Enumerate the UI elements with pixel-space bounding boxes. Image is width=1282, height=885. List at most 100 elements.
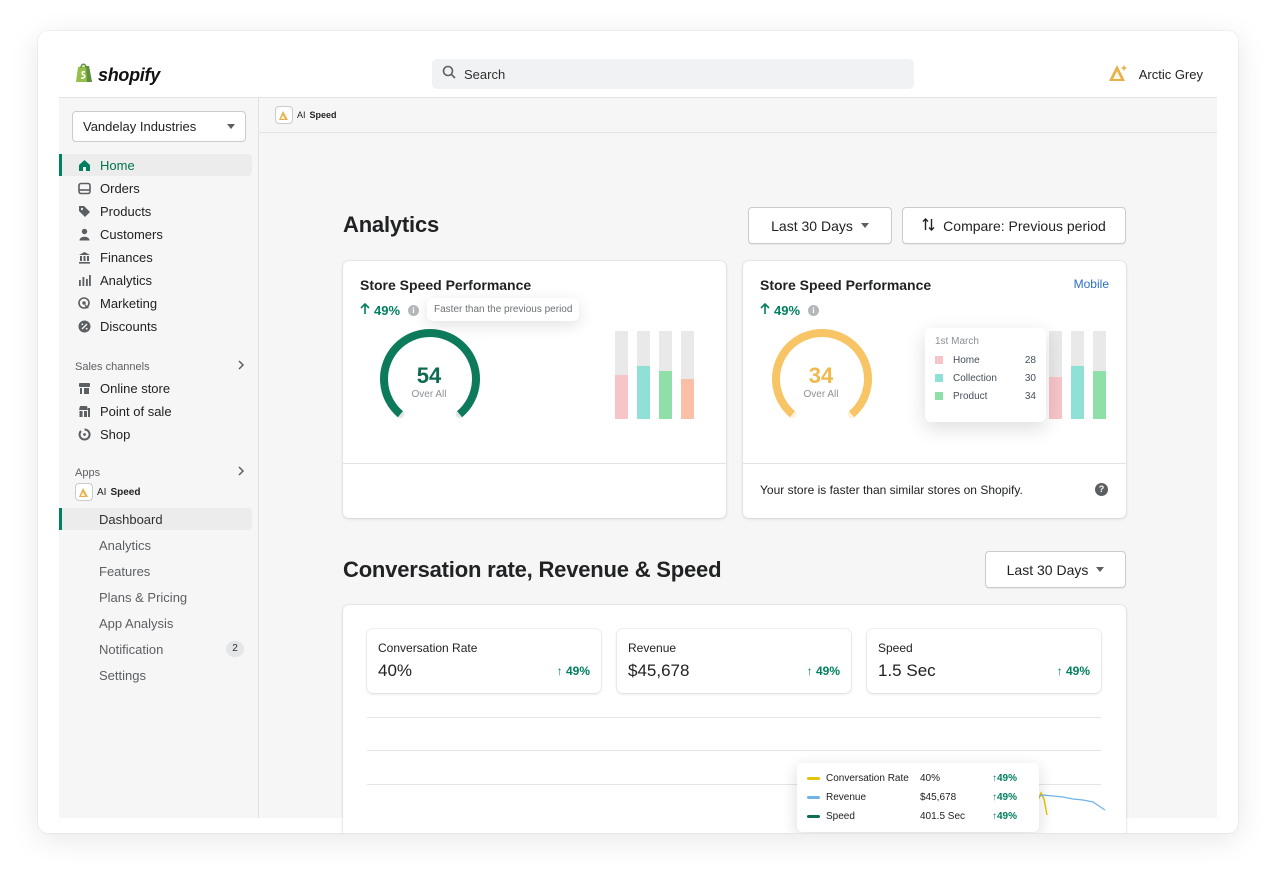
chart-popup-row: Speed 401.5 Sec ↑49% [807,807,1029,826]
metric-revenue[interactable]: Revenue $45,678 ↑ 49% [617,629,851,693]
popup-row-name: Product [953,390,988,402]
series-value: 401.5 Sec [920,811,966,822]
sidebar-item-label: Finances [100,249,153,265]
shopify-bag-icon [75,62,93,88]
page-bar-fill [637,366,650,419]
conversion-card: Conversation Rate 40% ↑ 49% Revenue $45,… [343,605,1126,833]
compare-button[interactable]: Compare: Previous period [902,207,1126,244]
page-bars [615,331,694,419]
sidebar-item-discounts[interactable]: Discounts [59,315,252,337]
orders-icon [77,181,91,195]
page-bar [1049,331,1062,419]
popup-row-value: 30 [1024,372,1036,384]
search-bar[interactable]: Search [432,59,914,89]
sidebar-item-orders[interactable]: Orders [59,177,252,199]
sidebar-item-label: Shop [100,426,131,442]
user-menu[interactable]: Arctic Grey [1108,64,1203,85]
score-gauge [772,328,872,419]
page-bar [659,331,672,419]
popup-row-value: 28 [1024,354,1036,366]
sort-arrows-icon [922,217,935,234]
performance-delta: 49% i [360,302,420,318]
popup-row-value: 34 [1024,390,1036,402]
sidebar-item-products[interactable]: Products [59,200,252,222]
sidebar-item-dashboard[interactable]: Dashboard [59,508,252,530]
comparison-footer: Your store is faster than similar stores… [760,483,1023,497]
shopify-logo[interactable]: shopify [75,62,160,88]
conversion-title: Conversation rate, Revenue & Speed [343,557,722,582]
metric-value: 1.5 Sec [878,661,936,680]
sidebar-item-label: Features [99,563,151,579]
sidebar-item-online-store[interactable]: Online store [59,377,252,399]
sales-channels-header[interactable]: Sales channels [75,360,245,373]
page-bar [681,331,694,419]
search-input[interactable]: Search [464,66,506,82]
sidebar-item-point-of-sale[interactable]: Point of sale [59,400,252,422]
app-prefix: AI [97,486,107,498]
sidebar-item-settings[interactable]: Settings [59,664,252,686]
metric-label: Conversation Rate [378,641,478,655]
info-icon[interactable]: i [408,305,420,316]
sidebar-item-features[interactable]: Features [59,560,252,582]
notification-count-badge: 2 [226,641,244,657]
bank-icon [77,250,91,264]
sidebar-item-shop[interactable]: Shop [59,423,252,445]
revenue-line [1033,794,1106,811]
sidebar-item-app-analysis[interactable]: App Analysis [59,612,252,634]
page-bar [1093,331,1106,419]
sidebar-item-plans-pricing[interactable]: Plans & Pricing [59,586,252,608]
app-ai-speed[interactable]: AI Speed [75,483,140,501]
tag-icon [77,204,91,218]
user-avatar-icon [1108,64,1129,85]
series-name: Conversation Rate [826,773,909,784]
score-gauge [380,328,480,419]
card-title: Store Speed Performance [360,277,532,293]
metric-label: Speed [878,641,913,655]
sidebar-item-marketing[interactable]: Marketing [59,292,252,314]
compare-label: Compare: Previous period [943,217,1106,234]
page-bar [615,331,628,419]
info-icon[interactable]: i [808,305,820,316]
store-selector[interactable]: Vandelay Industries [72,111,246,142]
chevron-right-icon [237,466,245,479]
help-icon[interactable]: ? [1095,483,1108,496]
series-value: 40% [920,773,941,784]
metric-speed[interactable]: Speed 1.5 Sec ↑ 49% [867,629,1101,693]
series-change: ↑49% [992,792,1018,803]
metric-change: ↑ 49% [1056,664,1090,678]
metric-change-value: 49% [1065,664,1090,678]
performance-delta: 49% i [760,302,820,318]
series-change: ↑49% [992,811,1018,822]
ai-speed-app-icon [75,483,93,501]
chevron-right-icon [237,360,245,373]
series-change-value: 49% [997,811,1018,822]
sidebar-item-app-analytics[interactable]: Analytics [59,534,252,556]
sidebar-item-customers[interactable]: Customers [59,223,252,245]
metric-conversation-rate[interactable]: Conversation Rate 40% ↑ 49% [367,629,601,693]
popup-row-name: Collection [953,372,997,384]
period-label: Last 30 Days [1006,561,1089,578]
sidebar-item-label: Plans & Pricing [99,589,188,605]
metric-label: Revenue [628,641,677,655]
device-link[interactable]: Mobile [1073,277,1109,291]
delta-value: 49% [374,303,401,318]
apps-header[interactable]: Apps [75,466,245,479]
conversion-period-dropdown[interactable]: Last 30 Days [985,551,1126,588]
sidebar-item-notification[interactable]: Notification 2 [59,638,252,660]
series-value: $45,678 [920,792,957,803]
page-bar [1071,331,1084,419]
popup-row-name: Home [953,354,980,366]
series-swatch [807,796,820,799]
series-change: ↑49% [992,773,1018,784]
score-value: 54 [416,363,442,388]
sidebar-item-finances[interactable]: Finances [59,246,252,268]
period-dropdown-button[interactable]: Last 30 Days [748,207,892,244]
score-label: Over All [411,389,447,400]
app-prefix: AI [297,110,306,120]
sidebar-item-analytics[interactable]: Analytics [59,269,252,291]
store-icon [77,381,91,395]
sidebar-item-home[interactable]: Home [59,154,252,176]
score-display: 54 Over All [389,363,469,400]
page-bar-fill [1049,377,1062,419]
sidebar-item-label: Customers [100,226,163,242]
